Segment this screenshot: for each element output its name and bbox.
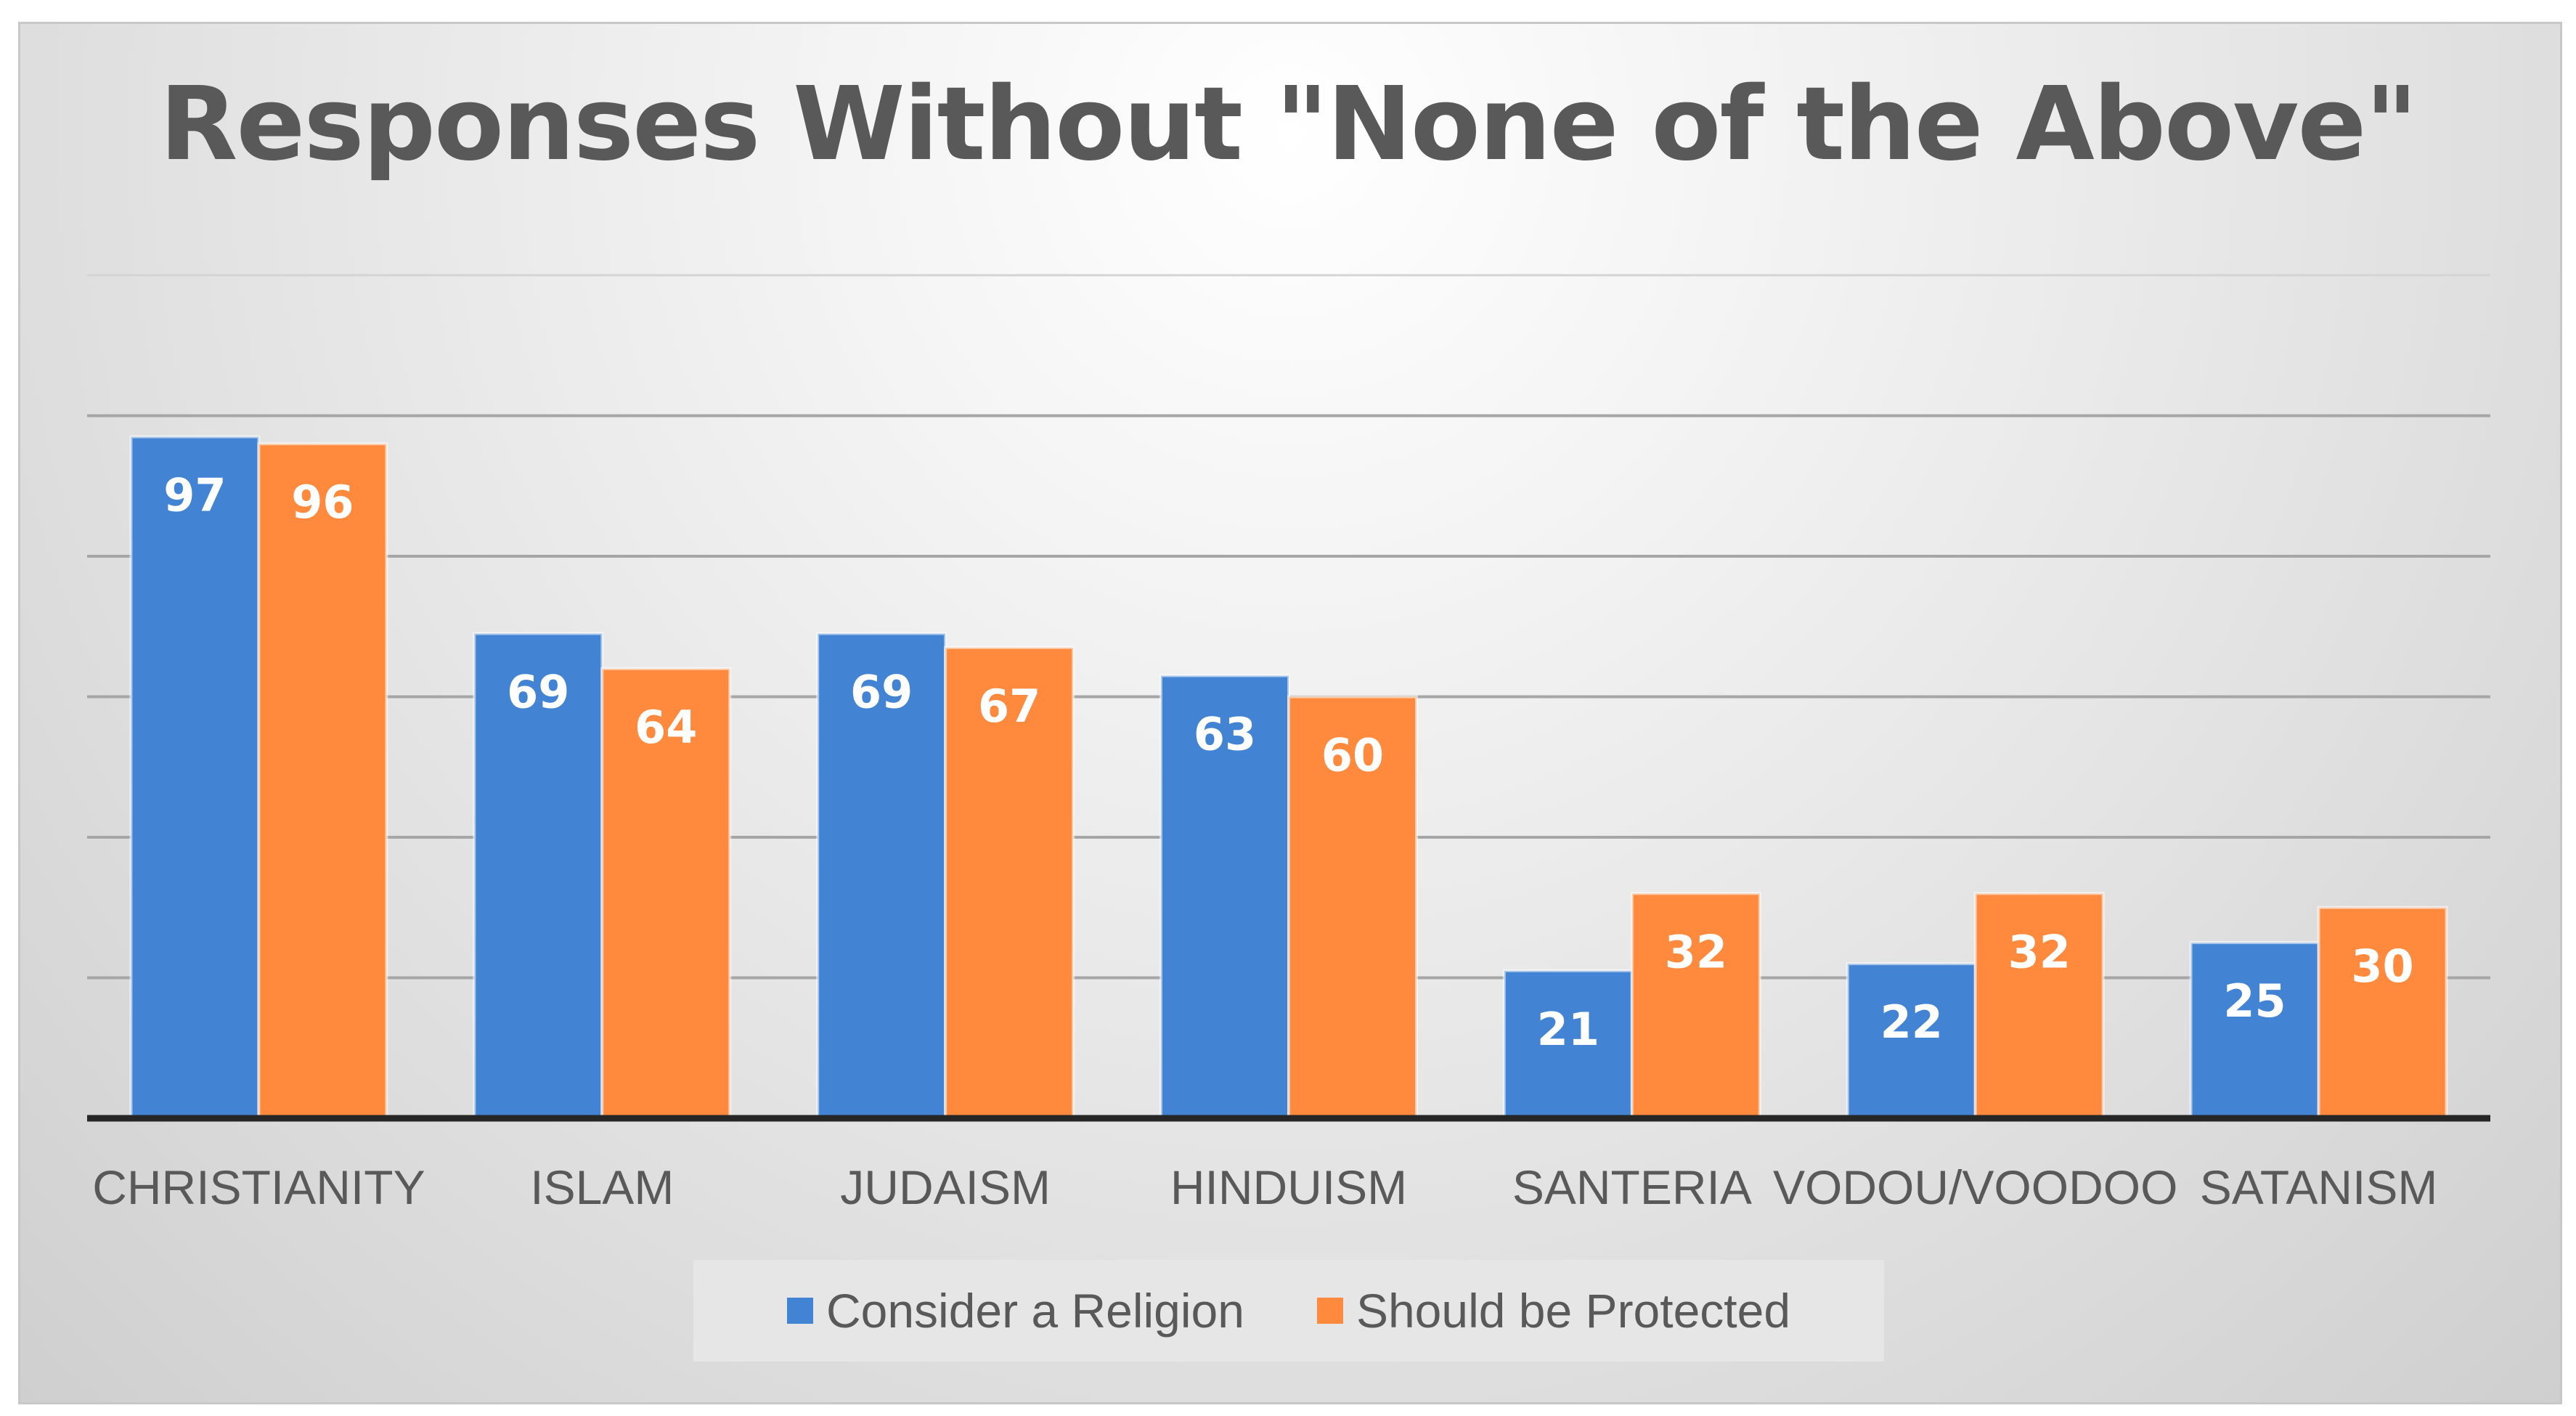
bar-protected-vodou-voodoo <box>1973 892 2105 1120</box>
data-label-protected-vodou-voodoo: 32 <box>2008 925 2071 978</box>
bar-protected-satanism <box>2317 906 2448 1120</box>
category-label-vodou-voodoo: VODOU/VOODOO <box>1773 1160 2177 1214</box>
data-label-consider-vodou-voodoo: 22 <box>1880 996 1943 1049</box>
category-label-islam: ISLAM <box>530 1160 674 1214</box>
legend-swatch-consider-a-religion <box>786 1298 813 1324</box>
bar-consider-christianity <box>129 435 261 1120</box>
category-label-christianity: CHRISTIANITY <box>92 1160 425 1214</box>
data-label-protected-islam: 64 <box>635 701 697 754</box>
data-label-consider-santeria: 21 <box>1537 1003 1599 1056</box>
category-label-hinduism: HINDUISM <box>1170 1160 1407 1214</box>
legend-label-consider-a-religion: Consider a Religion <box>826 1284 1244 1338</box>
bar-protected-christianity <box>257 442 388 1120</box>
bar-consider-satanism <box>2189 941 2320 1120</box>
category-label-satanism: SATANISM <box>2200 1160 2438 1214</box>
category-label-santeria: SANTERIA <box>1512 1160 1752 1214</box>
legend-swatch-should-be-protected <box>1316 1298 1343 1324</box>
data-label-consider-christianity: 97 <box>163 469 226 522</box>
data-label-protected-judaism: 67 <box>978 680 1040 733</box>
bar-consider-santeria <box>1502 969 1634 1120</box>
data-label-protected-christianity: 96 <box>291 476 354 529</box>
legend-item-should-be-protected: Should be Protected <box>1316 1283 1791 1338</box>
category-label-judaism: JUDAISM <box>840 1160 1051 1214</box>
legend-item-consider-a-religion: Consider a Religion <box>786 1283 1244 1338</box>
bar-protected-santeria <box>1630 892 1761 1120</box>
data-label-consider-judaism: 69 <box>850 665 913 718</box>
chart-legend: Consider a Religion Should be Protected <box>693 1260 1884 1362</box>
data-label-protected-hinduism: 60 <box>1321 729 1384 782</box>
data-label-consider-satanism: 25 <box>2223 974 2286 1028</box>
data-label-consider-hinduism: 63 <box>1194 707 1256 760</box>
legend-label-should-be-protected: Should be Protected <box>1356 1284 1791 1338</box>
bar-protected-hinduism <box>1287 695 1418 1120</box>
data-label-consider-islam: 69 <box>507 665 569 718</box>
data-label-protected-santeria: 32 <box>1665 925 1727 978</box>
data-label-protected-satanism: 30 <box>2351 940 2413 993</box>
bar-consider-hinduism <box>1159 674 1290 1120</box>
chart-title: Responses Without "None of the Above" <box>159 65 2418 184</box>
